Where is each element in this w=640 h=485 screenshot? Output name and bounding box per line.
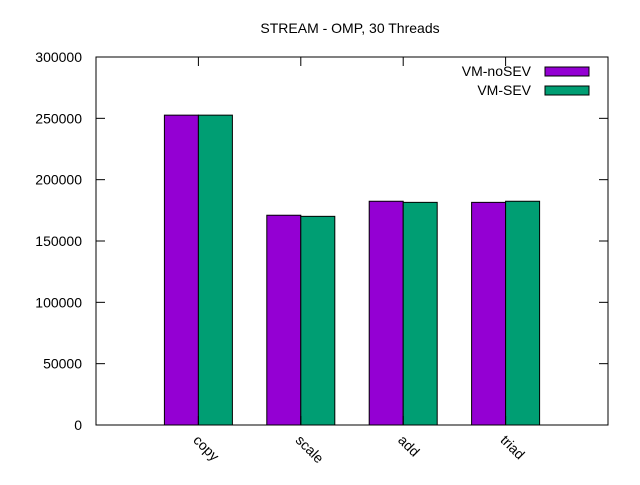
y-tick-label: 0 [74,417,82,433]
x-tick-label-add: add [395,432,423,460]
bar-add-VM-SEV [402,201,438,426]
x-tick-label-copy: copy [190,432,222,464]
x-tick-label-scale: scale [293,432,328,467]
bar-add-VM-noSEV [368,200,404,426]
bar-scale-VM-SEV [300,215,336,426]
y-tick-label: 250000 [35,110,82,126]
y-tick-label: 50000 [43,356,82,372]
y-tick-label: 300000 [35,49,82,65]
legend-label-VM-SEV: VM-SEV [477,82,531,98]
chart-title: STREAM - OMP, 30 Threads [260,20,439,36]
bar-scale-VM-noSEV [266,214,302,426]
y-tick-label: 100000 [35,294,82,310]
bar-copy-VM-noSEV [163,114,199,426]
x-tick-label-triad: triad [497,432,528,463]
legend-label-VM-noSEV: VM-noSEV [462,63,532,79]
legend-swatch-VM-noSEV [544,66,590,77]
y-tick-label: 200000 [35,172,82,188]
bar-triad-VM-noSEV [471,201,507,426]
y-tick-label: 150000 [35,233,82,249]
bar-copy-VM-SEV [197,114,233,426]
bar-triad-VM-SEV [505,200,541,426]
legend-swatch-VM-SEV [544,85,590,96]
